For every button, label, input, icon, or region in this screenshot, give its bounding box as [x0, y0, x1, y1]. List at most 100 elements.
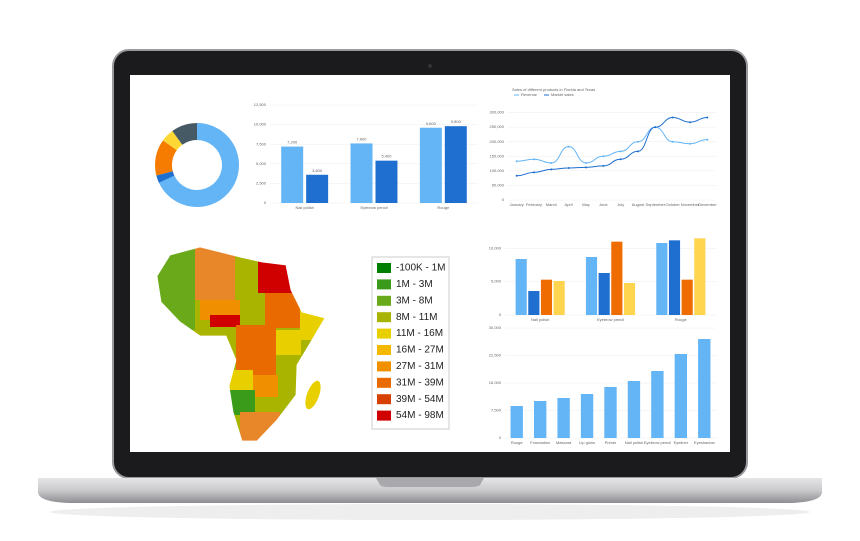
point: [654, 126, 657, 129]
bar: [444, 126, 467, 203]
point: [585, 166, 587, 169]
legend-swatch: [377, 279, 391, 290]
point: [689, 121, 691, 124]
point: [671, 140, 674, 143]
point: [533, 171, 535, 174]
bar: [533, 401, 547, 438]
data-label: 5,400: [381, 154, 392, 159]
legend-swatch: [377, 377, 391, 388]
legend-label: 11M - 16M: [396, 328, 443, 339]
x-tick-label: Eyeliner: [674, 440, 689, 445]
point: [515, 174, 518, 177]
legend-swatch: [377, 295, 391, 306]
bar: [557, 398, 570, 438]
laptop-base: [38, 478, 822, 503]
legend-swatch: [377, 361, 391, 372]
bar: [623, 283, 636, 315]
bar: [674, 354, 688, 438]
y-tick-label: 7,500: [256, 141, 267, 146]
point: [619, 150, 622, 153]
legend-label: Market sales: [551, 92, 574, 97]
point: [585, 161, 587, 164]
point: [602, 164, 605, 167]
data-label: 7,600: [357, 136, 368, 141]
point: [550, 168, 553, 171]
y-tick-label: 7,500: [491, 408, 502, 413]
bar: [350, 143, 373, 203]
x-tick-label: October: [666, 202, 681, 207]
x-tick-label: Eyeshadow: [694, 440, 715, 445]
legend-label: 27M - 31M: [396, 361, 444, 372]
y-tick-label: 10,000: [489, 245, 502, 250]
x-tick-label: Nail polish: [531, 317, 549, 322]
y-tick-label: 30,000: [489, 325, 502, 330]
x-tick-label: May: [582, 202, 590, 207]
bar: [281, 146, 304, 203]
legend-swatch: [377, 345, 391, 355]
legend-swatch: [377, 394, 391, 405]
charts: 0 2,500 5,000 7,500 10,000 12,500 Nail polish 7…: [155, 87, 717, 445]
y-tick-label: 50,000: [492, 182, 505, 187]
y-tick-label: 200,000: [490, 139, 505, 144]
donut-slice: [156, 171, 175, 183]
camera: [428, 64, 432, 68]
y-tick-label: 5,000: [491, 279, 502, 284]
bar: [694, 238, 706, 315]
x-tick-label: Foundation: [530, 440, 550, 445]
legend-label: 3M - 8M: [396, 295, 433, 306]
bar: [656, 243, 668, 315]
x-tick-label: June: [599, 202, 608, 207]
x-tick-label: August: [632, 202, 645, 207]
legend-swatch: [377, 410, 391, 421]
x-tick-label: Primer: [605, 440, 617, 445]
legend-swatch: [377, 263, 391, 273]
chart-title: Sales of different products in Florida a…: [512, 87, 595, 92]
x-tick-label: November: [681, 202, 700, 207]
legend-label: Revenue: [521, 92, 538, 97]
x-tick-label: Eyebrow pencil: [597, 317, 624, 322]
x-tick-label: Mascara: [556, 440, 572, 445]
bar: [604, 387, 617, 438]
bar: [515, 259, 527, 315]
africa-outline: [156, 246, 326, 442]
bar: [540, 279, 553, 315]
point: [689, 142, 691, 145]
data-label: 3,600: [312, 168, 323, 173]
shadow: [50, 504, 810, 520]
x-tick-label: March: [546, 202, 557, 207]
legend-label: -100K - 1M: [396, 263, 445, 274]
x-tick-label: Rouge: [675, 317, 688, 322]
legend-swatch: [377, 312, 391, 323]
x-tick-label: February: [526, 202, 542, 207]
donut-slice: [158, 123, 239, 207]
y-tick-label: 250,000: [490, 124, 505, 129]
point: [706, 116, 709, 119]
bar: [598, 273, 610, 315]
x-tick-label: Lip gloss: [579, 440, 595, 445]
map-legend-items: -100K - 1M 1M - 3M 3M - 8M 8M - 11M 11M - 16…: [377, 263, 445, 421]
line: [516, 117, 708, 177]
bar: [698, 339, 711, 438]
x-tick-label: Nail polish: [625, 440, 643, 445]
bar: [580, 394, 594, 438]
y-tick-label: 150,000: [490, 153, 505, 158]
bar: [306, 174, 329, 203]
y-tick-label: 10,000: [254, 122, 267, 127]
x-tick-label: July: [617, 202, 624, 207]
point: [671, 116, 674, 119]
y-tick-label: 5,000: [256, 161, 267, 166]
point: [637, 150, 639, 153]
legend-swatch: [377, 328, 391, 339]
legend-label: 8M - 11M: [396, 312, 438, 323]
bar: [611, 241, 623, 315]
point: [533, 158, 535, 161]
donut-slice: [163, 131, 183, 151]
bar: [510, 406, 523, 438]
y-tick-label: 0: [264, 200, 267, 205]
x-tick-label: Rouge: [511, 440, 524, 445]
bar: [553, 281, 565, 315]
bar: [681, 279, 693, 315]
data-label: 7,200: [287, 140, 298, 145]
point: [706, 138, 709, 141]
